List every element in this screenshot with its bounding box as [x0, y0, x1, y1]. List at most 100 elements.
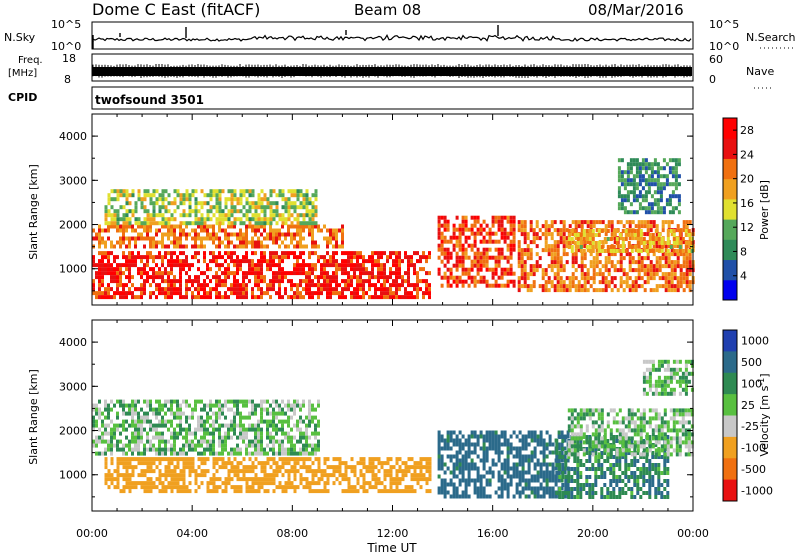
echo-cell — [308, 485, 312, 490]
echo-cell — [98, 224, 101, 229]
echo-cell — [440, 223, 444, 228]
echo-cell — [326, 271, 329, 276]
echo-cell — [125, 283, 128, 288]
echo-cell — [625, 220, 629, 225]
echo-cell — [161, 236, 164, 241]
echo-cell — [131, 439, 134, 444]
echo-cell — [296, 399, 299, 404]
echo-cell — [260, 221, 264, 226]
echo-cell — [272, 263, 275, 268]
echo-cell — [577, 288, 581, 293]
echo-cell — [401, 489, 405, 494]
echo-cell — [104, 221, 108, 226]
echo-cell — [659, 194, 663, 199]
echo-cell — [272, 473, 276, 478]
echo-cell — [374, 295, 377, 300]
echo-cell — [176, 255, 179, 260]
echo-cell — [305, 431, 308, 436]
echo-cell — [92, 279, 95, 284]
echo-cell — [500, 215, 504, 220]
echo-cell — [538, 236, 542, 241]
echo-cell — [646, 272, 650, 277]
echo-cell — [559, 276, 563, 281]
echo-cell — [245, 485, 249, 490]
echo-cell — [628, 236, 632, 241]
echo-cell — [233, 473, 237, 478]
echo-cell — [658, 284, 662, 289]
echo-cell — [173, 399, 176, 404]
echo-cell — [272, 435, 275, 440]
echo-cell — [446, 446, 450, 451]
echo-cell — [620, 202, 624, 207]
echo-cell — [161, 189, 165, 194]
echo-cell — [503, 434, 507, 439]
echo-cell — [173, 251, 176, 256]
echo-cell — [218, 439, 221, 444]
echo-cell — [182, 427, 185, 432]
echo-cell — [556, 288, 560, 293]
echo-cell — [503, 442, 507, 447]
echo-cell — [404, 251, 407, 256]
echo-cell — [290, 213, 294, 218]
echo-cell — [661, 252, 665, 257]
echo-cell — [143, 447, 146, 452]
echo-cell — [281, 407, 284, 412]
echo-cell — [562, 280, 566, 285]
echo-cell — [263, 473, 267, 478]
echo-cell — [404, 279, 407, 284]
echo-cell — [356, 287, 359, 292]
echo-cell — [461, 267, 465, 272]
echo-cell — [236, 403, 239, 408]
echo-cell — [272, 236, 275, 241]
echo-cell — [452, 486, 456, 491]
echo-cell — [302, 267, 305, 272]
echo-cell — [314, 224, 317, 229]
echo-cell — [389, 469, 393, 474]
echo-cell — [638, 182, 642, 187]
echo-cell — [610, 232, 614, 237]
echo-cell — [122, 447, 125, 452]
echo-cell — [559, 220, 563, 225]
echo-cell — [176, 291, 179, 296]
echo-cell — [227, 232, 230, 237]
echo-cell — [688, 256, 692, 261]
echo-cell — [470, 215, 474, 220]
echo-cell — [565, 240, 569, 245]
echo-cell — [227, 221, 231, 226]
echo-cell — [625, 272, 629, 277]
echo-cell — [296, 267, 299, 272]
echo-cell — [149, 407, 152, 412]
echo-cell — [269, 205, 273, 210]
echo-cell — [652, 244, 656, 249]
echo-cell — [95, 403, 98, 408]
echo-cell — [215, 485, 219, 490]
echo-cell — [242, 213, 246, 218]
echo-cell — [161, 224, 164, 229]
echo-cell — [299, 240, 302, 245]
echo-cell — [188, 427, 191, 432]
echo-cell — [221, 271, 224, 276]
echo-cell — [652, 268, 656, 273]
echo-cell — [678, 245, 682, 249]
echo-cell — [284, 419, 287, 424]
echo-cell — [308, 287, 311, 292]
echo-cell — [623, 198, 627, 203]
echo-cell — [601, 276, 605, 281]
echo-cell — [523, 268, 527, 273]
echo-cell — [655, 224, 659, 229]
echo-cell — [464, 223, 468, 228]
echo-cell — [389, 267, 392, 272]
echo-cell — [650, 210, 654, 215]
echo-cell — [392, 291, 395, 296]
echo-cell — [107, 213, 111, 218]
echo-cell — [221, 189, 225, 194]
echo-cell — [218, 443, 221, 448]
echo-cell — [290, 224, 293, 229]
echo-cell — [230, 209, 234, 214]
echo-cell — [305, 205, 309, 210]
echo-cell — [500, 227, 504, 232]
echo-cell — [449, 458, 453, 463]
echo-cell — [380, 287, 383, 292]
echo-cell — [176, 189, 180, 194]
echo-cell — [503, 283, 507, 288]
